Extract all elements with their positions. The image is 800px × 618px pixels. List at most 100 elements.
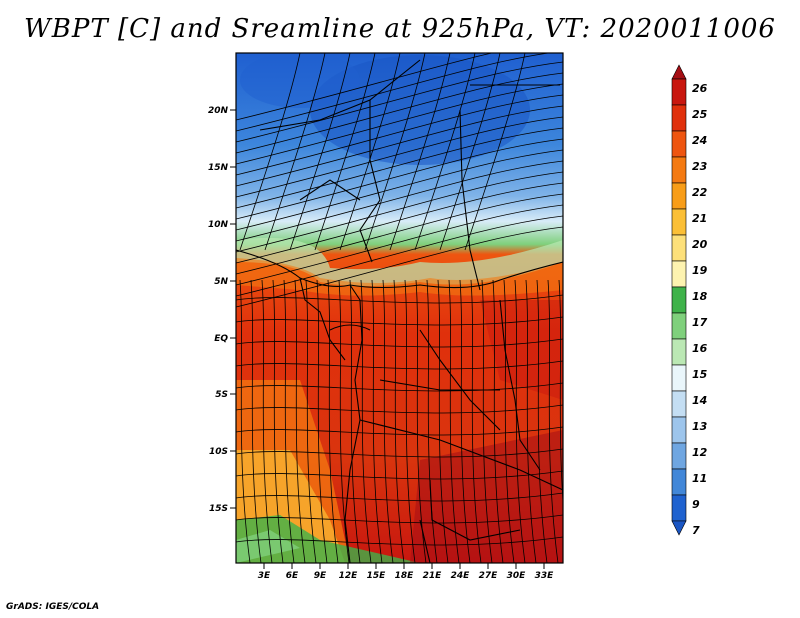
- streamline: [236, 426, 563, 436]
- colorbar-swatch: [671, 104, 687, 132]
- streamline: [236, 470, 563, 480]
- lon-label: 18E: [395, 571, 415, 581]
- lon-label: 21E: [423, 571, 443, 581]
- colorbar-bottom-arrow: [671, 520, 687, 536]
- lon-label: 12E: [339, 571, 359, 581]
- lat-label: 10S: [209, 447, 228, 457]
- colorbar-swatches: [671, 64, 687, 536]
- streamline: [236, 116, 563, 198]
- streamline: [305, 279, 317, 563]
- colorbar-label: 23: [692, 160, 708, 173]
- colorbar-label: 26: [692, 82, 708, 95]
- colorbar-swatch: [671, 78, 687, 106]
- streamline: [459, 279, 471, 563]
- colorbar-swatch: [671, 286, 687, 314]
- streamline: [236, 149, 563, 231]
- colorbar-label: 15: [692, 368, 708, 381]
- colorbar-label: 24: [692, 134, 707, 147]
- wbpt-shading: [236, 53, 563, 563]
- streamline: [236, 294, 563, 304]
- colorbar-labels: 26 25 24 23 22 21 20 19 18 17 16 15 14 1…: [692, 82, 708, 537]
- colorbar-label: 21: [692, 212, 707, 225]
- streamline: [481, 279, 493, 563]
- streamline: [236, 127, 563, 209]
- colorbar-swatch: [671, 416, 687, 444]
- streamline: [236, 61, 563, 143]
- streamline: [470, 279, 482, 563]
- colorbar-swatch: [671, 234, 687, 262]
- streamline: [314, 53, 376, 251]
- lon-label: 24E: [451, 571, 471, 581]
- streamline: [414, 53, 476, 251]
- streamline: [448, 279, 460, 563]
- map-frame: [235, 52, 564, 564]
- streamline: [404, 279, 416, 563]
- streamline: [289, 53, 351, 251]
- lon-label: 6E: [286, 571, 299, 581]
- streamline: [236, 492, 563, 502]
- grads-credit: GrADS: IGES/COLA: [6, 602, 100, 612]
- streamline: [236, 215, 563, 297]
- streamline: [338, 279, 350, 563]
- streamline: [437, 279, 449, 563]
- streamline: [236, 536, 563, 546]
- streamline: [236, 404, 563, 414]
- lon-label: 9E: [314, 571, 327, 581]
- streamline: [236, 448, 563, 458]
- streamline: [236, 171, 563, 253]
- streamline: [239, 279, 251, 563]
- streamline: [536, 279, 548, 563]
- colorbar-label: 9: [692, 498, 700, 511]
- streamline: [464, 53, 526, 251]
- streamline: [264, 53, 326, 251]
- streamline: [236, 204, 563, 286]
- streamline: [492, 279, 504, 563]
- lon-label: 33E: [535, 571, 555, 581]
- lat-label: 15S: [209, 504, 228, 514]
- colorbar-label: 25: [692, 108, 708, 121]
- colorbar-swatch: [671, 364, 687, 392]
- colorbar-label: 12: [692, 446, 708, 459]
- lon-label: 15E: [367, 571, 387, 581]
- lat-label: 20N: [208, 106, 229, 116]
- streamline: [236, 138, 563, 220]
- colorbar-swatch: [671, 442, 687, 470]
- colorbar-top-arrow: [671, 64, 687, 80]
- colorbar-label: 16: [692, 342, 708, 355]
- streamline: [236, 53, 494, 121]
- streamline: [364, 53, 426, 251]
- colorbar-label: 20: [692, 238, 708, 251]
- colorbar-swatch: [671, 338, 687, 366]
- streamline: [393, 279, 405, 563]
- streamline: [236, 83, 563, 165]
- streamlines: [236, 53, 563, 563]
- streamline: [236, 193, 563, 275]
- lat-label: 15N: [208, 163, 229, 173]
- colorbar-label: 7: [692, 524, 700, 537]
- lon-label: 30E: [507, 571, 527, 581]
- streamline: [236, 338, 563, 348]
- streamline: [236, 316, 563, 326]
- colorbar-label: 19: [692, 264, 708, 277]
- colorbar-swatch: [671, 260, 687, 288]
- streamline: [389, 53, 451, 251]
- streamline: [236, 514, 563, 524]
- colorbar-swatch: [671, 468, 687, 496]
- streamline: [316, 279, 328, 563]
- streamline: [439, 53, 501, 251]
- lat-axis: 20N 15N 10N 5N EQ 5S 10S 15S: [208, 106, 236, 514]
- colorbar-label: 13: [692, 420, 708, 433]
- colorbar-label: 22: [692, 186, 708, 199]
- streamline: [327, 279, 339, 563]
- lat-label: 10N: [208, 220, 229, 230]
- streamline: [415, 279, 427, 563]
- colorbar: 26 25 24 23 22 21 20 19 18 17 16 15 14 1…: [671, 64, 708, 537]
- streamline: [236, 182, 563, 264]
- streamline: [236, 105, 563, 187]
- colorbar-swatch: [671, 208, 687, 236]
- streamline: [283, 279, 295, 563]
- colorbar-swatch: [671, 182, 687, 210]
- streamline: [294, 279, 306, 563]
- streamline: [236, 72, 563, 154]
